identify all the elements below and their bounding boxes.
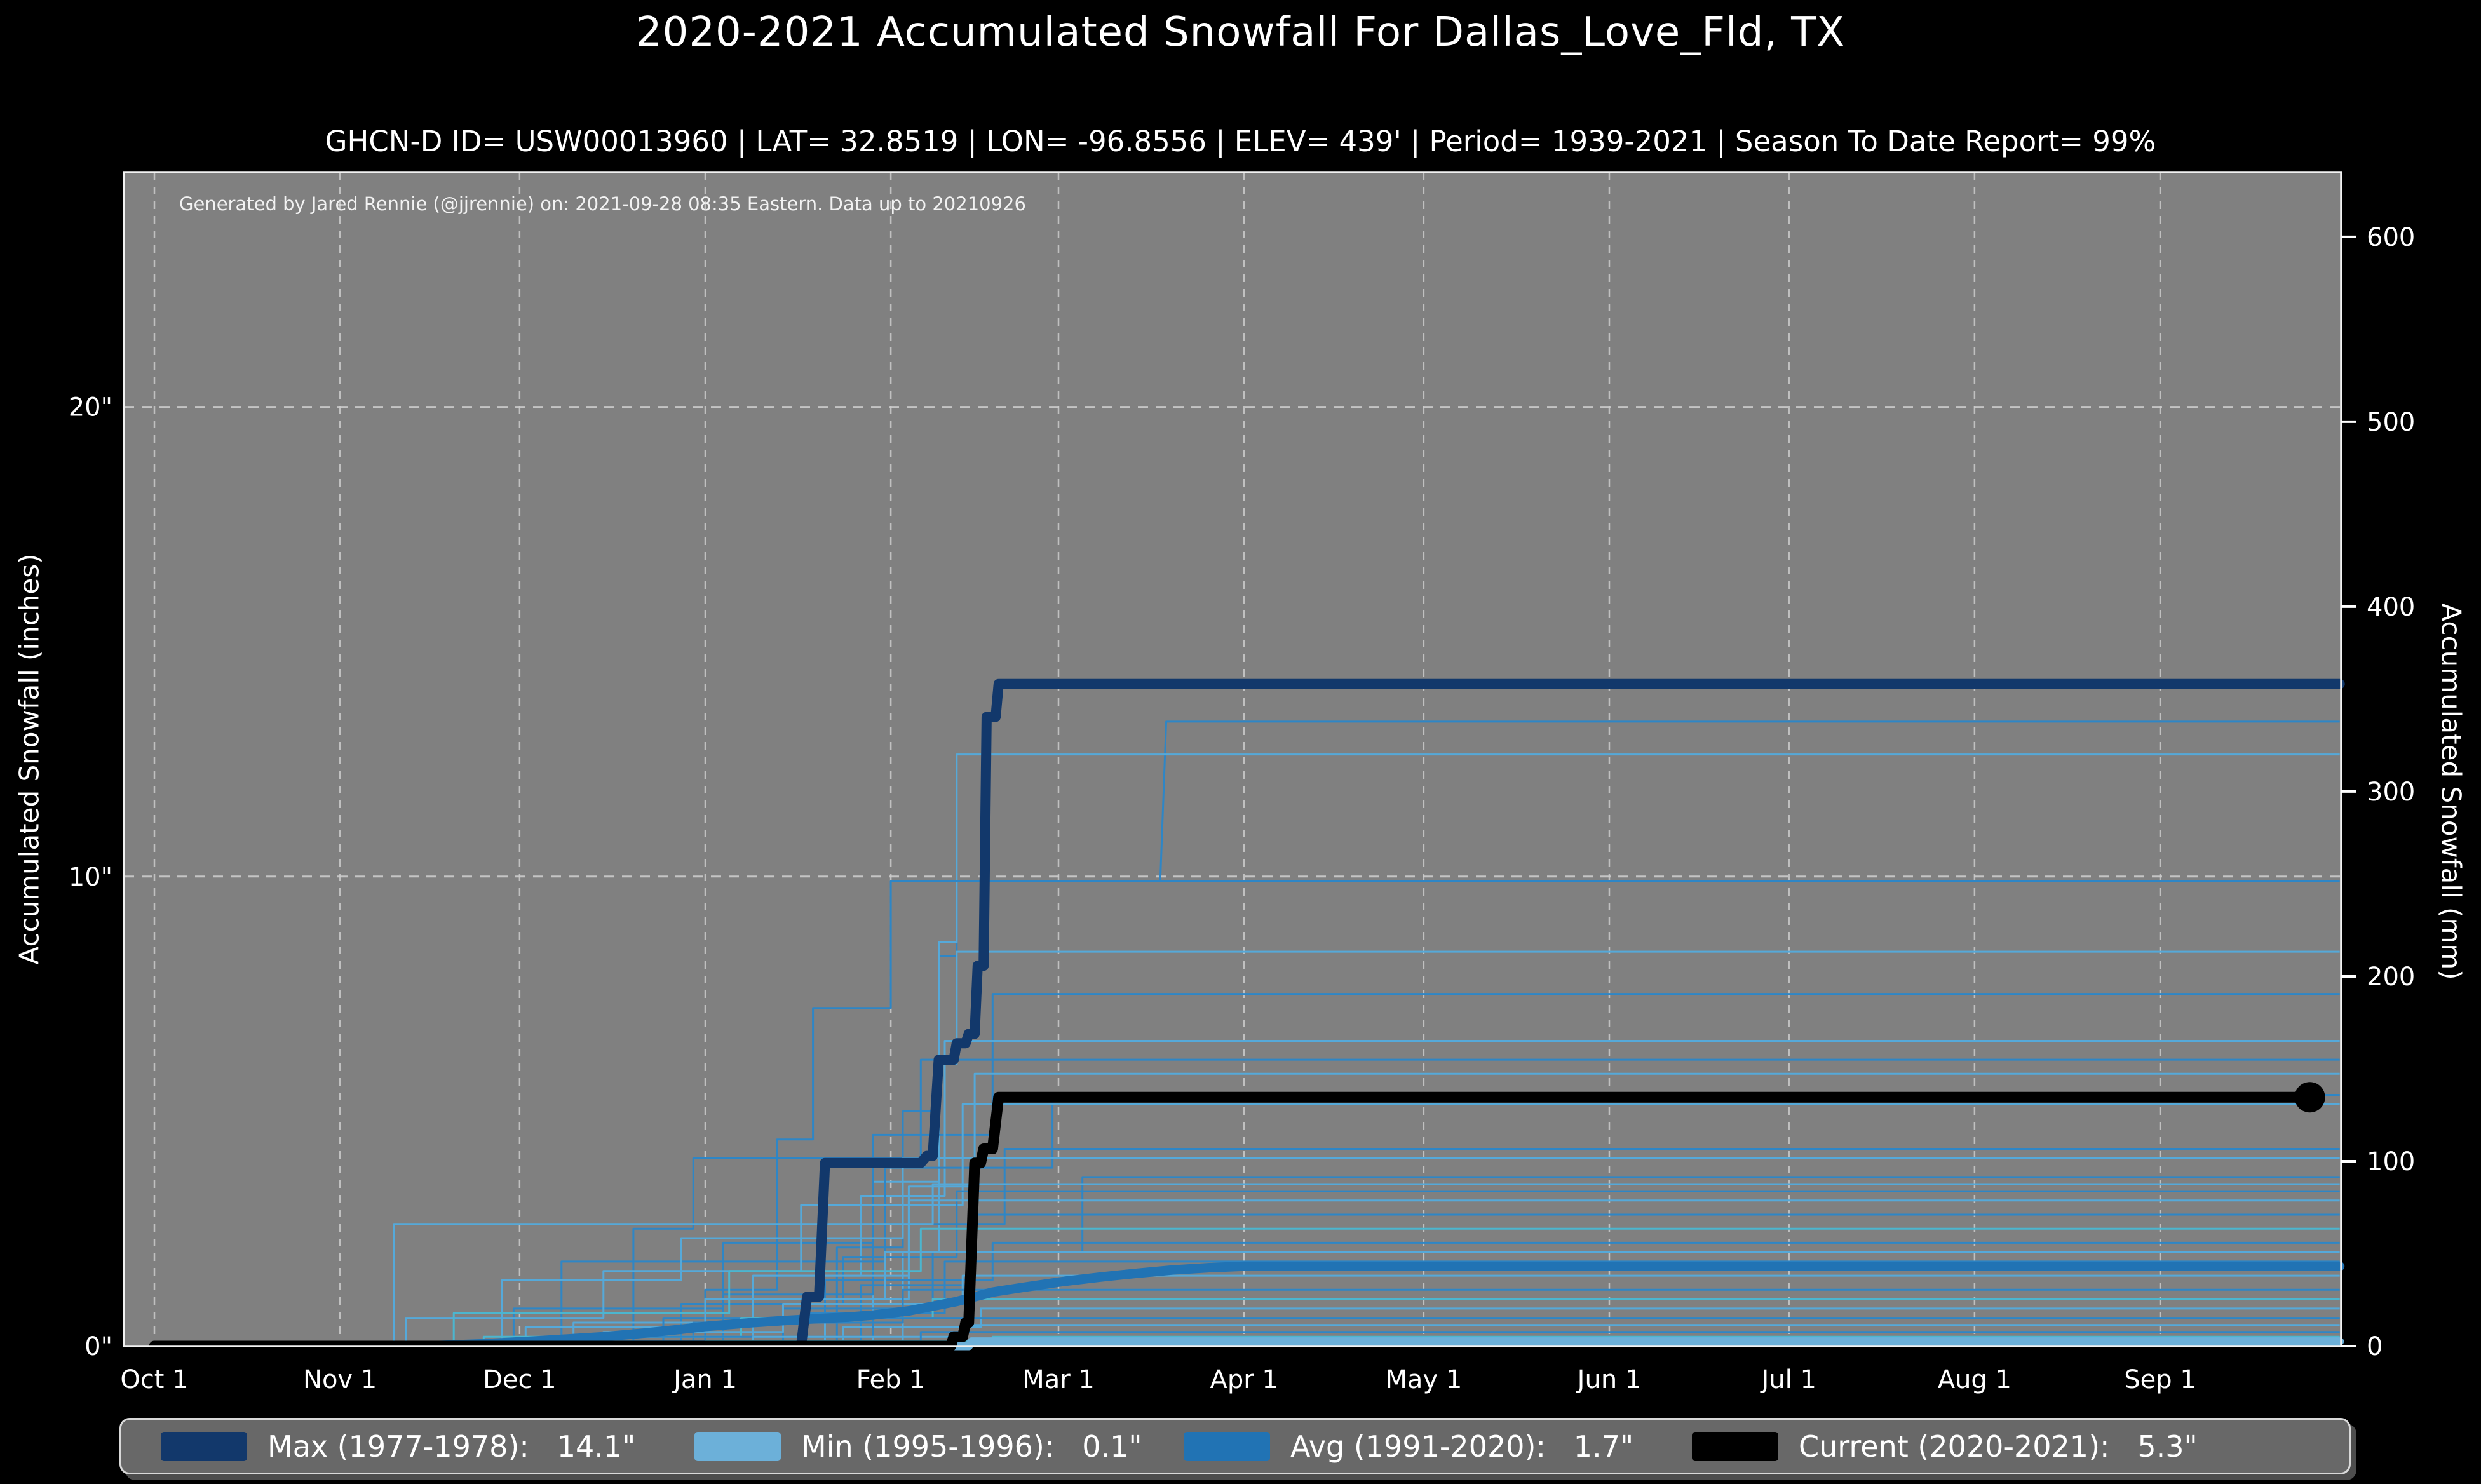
legend-item-avg: Avg (1991-2020): 1.7" <box>1184 1420 1633 1473</box>
plot-border <box>123 171 2342 1347</box>
legend-item-max: Max (1977-1978): 14.1" <box>161 1420 635 1473</box>
series-line-max <box>149 678 2345 1351</box>
season-line-5 <box>154 1040 2340 1347</box>
left-tick-label-20: 20" <box>69 393 112 422</box>
right-tick-label-600: 600 <box>2367 223 2415 252</box>
legend-bar: Max (1977-1978): 14.1" Min (1995-1996): 0… <box>119 1418 2351 1474</box>
plot-area <box>124 172 2341 1346</box>
legend-label-max: Max (1977-1978): 14.1" <box>267 1429 636 1464</box>
left-tick-label-0: 0" <box>85 1332 112 1361</box>
season-line-4 <box>154 993 2340 1347</box>
page-title: 2020-2021 Accumulated Snowfall For Dalla… <box>635 9 1846 56</box>
x-tick-label-jul1: Jul 1 <box>1760 1365 1816 1394</box>
x-tick-label-may1: May 1 <box>1385 1365 1462 1394</box>
series-line-current <box>149 1091 2316 1352</box>
right-tick-label-100: 100 <box>2367 1147 2415 1177</box>
right-tick-label-0: 0 <box>2367 1332 2383 1361</box>
legend-swatch-avg <box>1184 1431 1270 1461</box>
right-tick-label-500: 500 <box>2367 408 2415 437</box>
x-tick-label-jun1: Jun 1 <box>1576 1365 1642 1394</box>
x-tick-label-sep1: Sep 1 <box>2124 1365 2196 1394</box>
legend-swatch-current <box>1692 1431 1778 1461</box>
right-tick-label-300: 300 <box>2367 778 2415 807</box>
legend-swatch-min <box>694 1431 781 1461</box>
season-line-8 <box>154 1094 2340 1347</box>
x-tick-label-apr1: Apr 1 <box>1210 1365 1278 1394</box>
current-end-dot <box>2294 1082 2325 1113</box>
x-tick-label-jan1: Jan 1 <box>672 1365 737 1394</box>
series-line-avg <box>149 1261 2345 1351</box>
left-tick-label-10: 10" <box>69 863 112 892</box>
legend-item-current: Current (2020-2021): 5.3" <box>1692 1420 2198 1473</box>
legend-swatch-max <box>161 1431 247 1461</box>
station-metadata-subtitle: GHCN-D ID= USW00013960 | LAT= 32.8519 | … <box>325 125 2156 158</box>
generated-by-annotation: Generated by Jared Rennie (@jjrennie) on… <box>179 193 1026 215</box>
legend-label-avg: Avg (1991-2020): 1.7" <box>1290 1429 1634 1464</box>
y-axis-label-mm: Accumulated Snowfall (mm) <box>2435 603 2467 980</box>
season-line-9 <box>154 1103 2340 1347</box>
x-tick-label-mar1: Mar 1 <box>1022 1365 1095 1394</box>
right-tick-label-200: 200 <box>2367 962 2415 992</box>
legend-label-current: Current (2020-2021): 5.3" <box>1799 1429 2198 1464</box>
x-tick-label-nov1: Nov 1 <box>303 1365 377 1394</box>
legend-label-min: Min (1995-1996): 0.1" <box>801 1429 1142 1464</box>
x-tick-label-feb1: Feb 1 <box>856 1365 926 1394</box>
x-tick-label-oct1: Oct 1 <box>120 1365 188 1394</box>
x-tick-label-dec1: Dec 1 <box>483 1365 557 1394</box>
x-tick-label-aug1: Aug 1 <box>1938 1365 2011 1394</box>
y-axis-label-inches: Accumulated Snowfall (inches) <box>13 553 45 965</box>
right-tick-label-400: 400 <box>2367 593 2415 622</box>
season-line-11 <box>154 1157 2340 1347</box>
legend-item-min: Min (1995-1996): 0.1" <box>694 1420 1142 1473</box>
